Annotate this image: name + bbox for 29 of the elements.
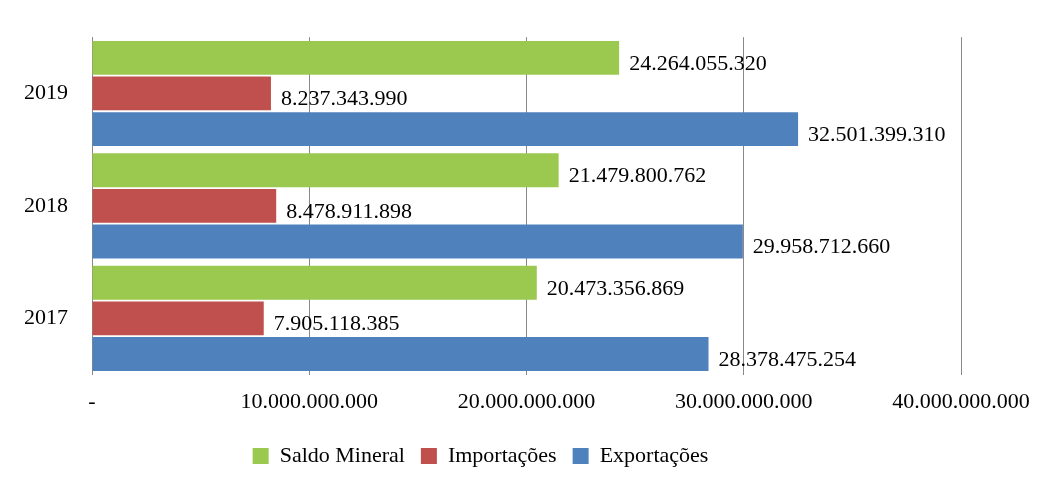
x-tick-label: 30.000.000.000 <box>675 387 813 413</box>
bar <box>92 301 264 336</box>
legend-label: Saldo Mineral <box>279 441 405 467</box>
bar <box>92 337 709 371</box>
data-label: 29.958.712.660 <box>752 233 891 259</box>
legend-label: Importações <box>447 441 557 467</box>
data-label: 28.378.475.254 <box>718 345 857 371</box>
data-label: 24.264.055.320 <box>629 49 767 75</box>
x-tick-label: - <box>88 387 96 413</box>
data-label: 32.501.399.310 <box>808 120 946 146</box>
x-tick-label: 10.000.000.000 <box>240 387 378 413</box>
data-label: 8.237.343.990 <box>280 85 408 111</box>
data-label: 8.478.911.898 <box>286 197 412 223</box>
bar <box>92 265 537 300</box>
data-label: 20.473.356.869 <box>546 274 685 300</box>
y-tick-label: 2018 <box>24 191 68 217</box>
data-label: 7.905.118.385 <box>273 310 400 336</box>
bar <box>92 188 277 223</box>
bar <box>92 40 620 75</box>
x-tick-label: 20.000.000.000 <box>457 387 596 413</box>
bar <box>92 112 799 146</box>
y-tick-label: 2019 <box>24 79 68 105</box>
bar <box>92 76 271 111</box>
y-tick-label: 2017 <box>24 304 68 330</box>
bar <box>92 224 743 259</box>
x-tick-label: 40.000.000.000 <box>892 387 1030 413</box>
legend-label: Exportações <box>599 441 709 467</box>
bar <box>92 153 559 188</box>
data-label: 21.479.800.762 <box>568 162 707 188</box>
